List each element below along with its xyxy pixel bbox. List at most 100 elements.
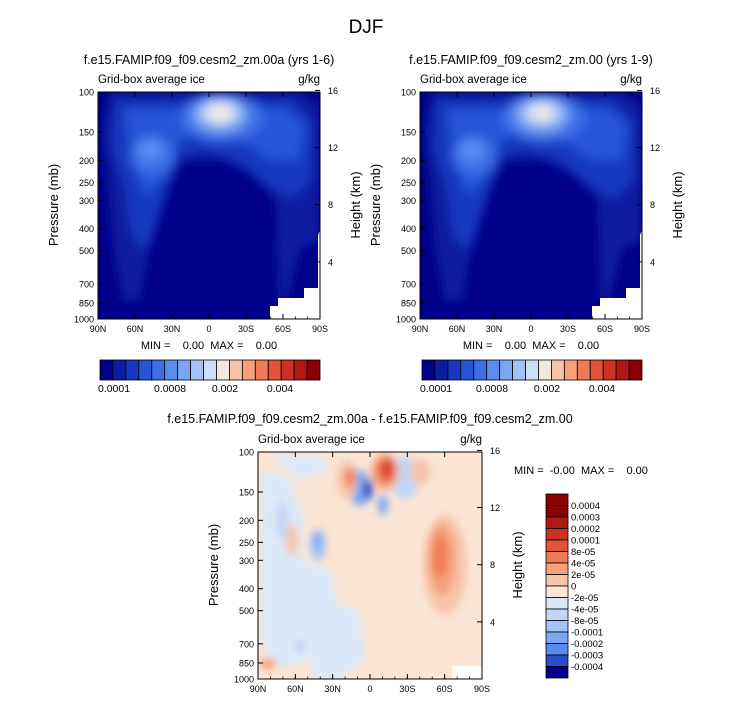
height-tick-label: 4 — [328, 257, 333, 267]
panel-b-cbar-label-2: 0.002 — [534, 383, 560, 395]
height-tick-label: 8 — [650, 200, 655, 210]
panel-a-subtitle-right: g/kg — [298, 74, 320, 86]
colorbar-swatch — [525, 359, 539, 381]
colorbar-label: 0.0001 — [571, 536, 600, 547]
y-tick-label: 250 — [401, 178, 416, 188]
height-tick-label: 8 — [490, 560, 495, 570]
colorbar-label: 8e-05 — [571, 547, 595, 558]
x-tick-label: 90S — [634, 324, 650, 334]
panel-a-ylabel: Pressure (mb) — [46, 164, 61, 246]
y-tick-label: 500 — [239, 606, 254, 616]
panel-a-cbar-label-1: 0.0008 — [154, 383, 186, 395]
panel-c-colorbar — [545, 493, 569, 679]
x-tick-label: 60N — [127, 324, 144, 334]
colorbar-swatch — [545, 654, 569, 667]
panel-a-colorbar — [99, 359, 321, 381]
x-tick-label: 30N — [486, 324, 503, 334]
colorbar-swatch — [125, 359, 140, 381]
colorbar-swatch — [545, 528, 569, 541]
colorbar-swatch — [538, 359, 552, 381]
colorbar-swatch — [460, 359, 475, 381]
colorbar-label: -2e-05 — [571, 593, 598, 604]
x-tick-label: 30S — [560, 324, 576, 334]
colorbar-swatch — [229, 359, 243, 381]
y-tick-label: 250 — [79, 178, 94, 188]
x-tick-label: 30S — [399, 684, 415, 694]
panel-a-cbar-label-0: 0.0001 — [98, 383, 130, 395]
colorbar-swatch — [434, 359, 449, 381]
panel-c-subtitle-right: g/kg — [460, 434, 482, 446]
panel-c: f.e15.FAMIP.f09_f09.cesm2_zm.00a - f.e15… — [167, 412, 648, 694]
y-tick-label: 1000 — [234, 675, 254, 685]
height-tick-label: 12 — [650, 143, 660, 153]
colorbar-swatch — [151, 359, 166, 381]
colorbar-label: -0.0004 — [571, 662, 603, 673]
colorbar-swatch — [545, 505, 569, 518]
y-tick-label: 1000 — [396, 315, 416, 325]
y-tick-label: 200 — [239, 516, 254, 526]
colorbar-swatch — [293, 359, 308, 381]
height-tick-label: 12 — [328, 143, 338, 153]
colorbar-swatch — [545, 666, 569, 679]
colorbar-swatch — [545, 539, 569, 552]
colorbar-label: 0.0003 — [571, 513, 600, 524]
panel-b-stats: MIN = 0.00 MAX = 0.00 — [463, 340, 599, 352]
y-tick-label: 850 — [79, 298, 94, 308]
height-tick-label: 16 — [490, 446, 500, 456]
colorbar-swatch — [112, 359, 127, 381]
panel-a-ticks: 100 150 200 250 300 400 500 700 850 1000 16 12 8 4 90N… — [74, 86, 338, 334]
panel-c-title: f.e15.FAMIP.f09_f09.cesm2_zm.00a - f.e15… — [167, 412, 572, 426]
x-tick-label: 60S — [437, 684, 453, 694]
colorbar-swatch — [203, 359, 217, 381]
height-tick-label: 16 — [650, 86, 660, 96]
colorbar-label: 0 — [571, 582, 576, 593]
panel-a-contour-field — [98, 92, 320, 319]
colorbar-swatch — [545, 608, 569, 621]
colorbar-label: -0.0002 — [571, 639, 603, 650]
panel-c-ticks: 100 150 200 250 300 400 500 700 850 1000 16 12 8 4 90N… — [234, 446, 500, 694]
x-tick-label: 90S — [312, 324, 328, 334]
colorbar-swatch — [447, 359, 462, 381]
x-tick-label: 30S — [238, 324, 254, 334]
height-tick-label: 16 — [328, 86, 338, 96]
y-tick-label: 200 — [79, 156, 94, 166]
y-tick-label: 400 — [401, 224, 416, 234]
x-tick-label: 90S — [474, 684, 490, 694]
panel-b-cbar-label-3: 0.004 — [589, 383, 615, 395]
colorbar-swatch — [545, 516, 569, 529]
panel-b-title: f.e15.FAMIP.f09_f09.cesm2_zm.00 (yrs 1-9… — [409, 53, 653, 67]
x-tick-label: 60S — [597, 324, 613, 334]
colorbar-swatch — [602, 359, 617, 381]
panel-b-cbar-label-1: 0.0008 — [476, 383, 508, 395]
panel-b-subtitle-left: Grid-box average ice — [420, 74, 527, 86]
panel-a-subtitle-left: Grid-box average ice — [98, 74, 205, 86]
x-tick-label: 0 — [528, 324, 533, 334]
panel-a-colorbar-labels: 0.0001 0.0008 0.002 0.004 — [98, 383, 293, 395]
colorbar-label: -8e-05 — [571, 616, 598, 627]
colorbar-label: 2e-05 — [571, 570, 595, 581]
colorbar-swatch — [551, 359, 565, 381]
x-tick-label: 90N — [412, 324, 429, 334]
panel-b-contour-field — [420, 92, 642, 319]
y-tick-label: 250 — [239, 538, 254, 548]
y-tick-label: 150 — [401, 127, 416, 137]
colorbar-swatch — [589, 359, 604, 381]
colorbar-swatch — [545, 631, 569, 644]
y-tick-label: 400 — [79, 224, 94, 234]
colorbar-swatch — [216, 359, 230, 381]
colorbar-swatch — [545, 620, 569, 633]
panel-b-colorbar-labels: 0.0001 0.0008 0.002 0.004 — [420, 383, 615, 395]
y-tick-label: 100 — [401, 88, 416, 98]
panel-c-ylabel-right: Height (km) — [510, 531, 525, 598]
colorbar-label: -0.0001 — [571, 628, 603, 639]
colorbar-swatch — [421, 359, 436, 381]
panel-c-subtitle-left: Grid-box average ice — [258, 434, 365, 446]
colorbar-swatch — [545, 562, 569, 575]
y-tick-label: 150 — [239, 487, 254, 497]
panel-b-cbar-label-0: 0.0001 — [420, 383, 452, 395]
colorbar-swatch — [473, 359, 488, 381]
height-tick-label: 12 — [490, 503, 500, 513]
y-tick-label: 700 — [79, 279, 94, 289]
colorbar-swatch — [164, 359, 179, 381]
y-tick-label: 300 — [79, 196, 94, 206]
